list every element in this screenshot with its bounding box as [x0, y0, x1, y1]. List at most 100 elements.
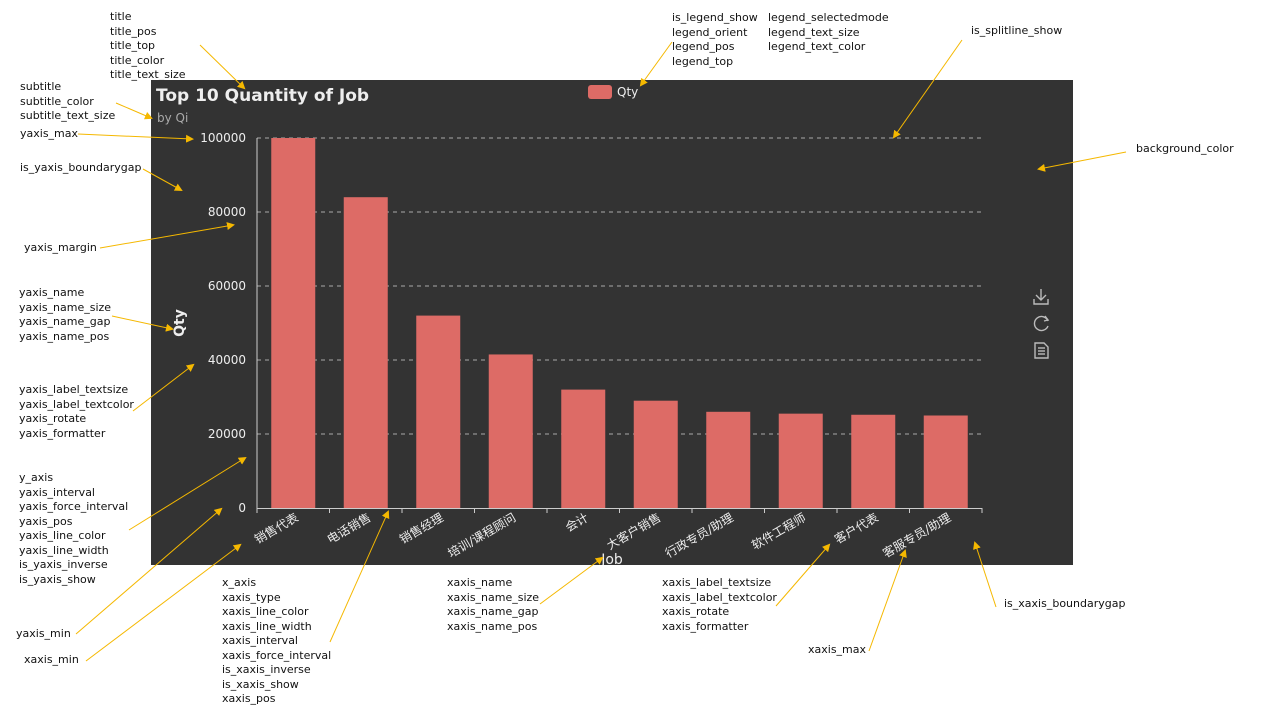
note-line: y_axis: [19, 471, 54, 484]
arrow-xaxis-max: [868, 549, 907, 652]
refresh-icon[interactable]: [1033, 315, 1050, 332]
bar[interactable]: [778, 413, 823, 508]
note-xaxis-max: xaxis_max: [808, 643, 866, 658]
note-line: xaxis_type: [222, 590, 281, 604]
note-line: yaxis_formatter: [19, 426, 106, 440]
note-line: legend_text_size: [768, 25, 860, 39]
note-xaxis-boundarygap: is_xaxis_boundarygap: [1004, 597, 1125, 612]
note-line: yaxis_pos: [19, 514, 73, 528]
note-xaxis-min: xaxis_min: [24, 653, 79, 668]
y-tick-label: 80000: [208, 205, 246, 219]
note-line: xaxis_name_pos: [447, 619, 538, 633]
note-line: xaxis_line_width: [222, 619, 312, 633]
note-line: yaxis_max: [20, 127, 79, 140]
y-tick-label: 100000: [200, 131, 246, 145]
note-line: is_xaxis_boundarygap: [1004, 597, 1126, 610]
bars: [271, 138, 968, 508]
note-yaxis-name: yaxis_name yaxis_name_size yaxis_name_gap y…: [19, 286, 111, 344]
note-line: xaxis_min: [24, 653, 79, 666]
note-splitline: is_splitline_show: [971, 24, 1062, 39]
data-view-icon[interactable]: [1034, 342, 1049, 359]
chart-panel: 0 20000 40000 60000 80000 100000 销售代表 电话销售 销售经理…: [151, 80, 1073, 568]
note-line: xaxis_label_textsize: [662, 576, 772, 589]
note-line: yaxis_margin: [24, 241, 97, 254]
note-line: yaxis_label_textcolor: [19, 397, 134, 411]
note-line: subtitle: [20, 80, 62, 93]
x-tick-label: 软件工程师: [749, 510, 808, 553]
note-line: is_yaxis_show: [19, 572, 96, 586]
note-line: xaxis_formatter: [662, 619, 749, 633]
note-line: xaxis_force_interval: [222, 648, 332, 662]
y-tick-label: 20000: [208, 427, 246, 441]
legend-swatch[interactable]: [588, 85, 612, 99]
note-line: xaxis_line_color: [222, 605, 309, 618]
note-line: yaxis_interval: [19, 485, 95, 499]
chart-title: Top 10 Quantity of Job: [156, 86, 369, 106]
x-tick-label: 客户代表: [832, 510, 881, 547]
note-line: is_splitline_show: [971, 24, 1063, 37]
note-line: yaxis_rotate: [19, 412, 87, 425]
note-line: yaxis_line_width: [19, 543, 109, 557]
note-line: yaxis_name_size: [19, 300, 112, 314]
bar-chart: 0 20000 40000 60000 80000 100000 销售代表 电话销售 销售经理…: [156, 85, 1050, 568]
note-yaxis-min: yaxis_min: [16, 627, 71, 642]
note-x-axis: x_axis xaxis_type xaxis_line_color xaxis_li…: [222, 576, 331, 707]
y-tick-label: 0: [238, 501, 246, 515]
note-line: subtitle_text_size: [20, 109, 116, 122]
note-line: x_axis: [222, 576, 257, 589]
note-line: is_xaxis_inverse: [222, 663, 311, 676]
note-line: is_xaxis_show: [222, 677, 299, 691]
note-background: background_color: [1136, 142, 1234, 157]
note-line: title_top: [110, 39, 156, 52]
legend-label[interactable]: Qty: [617, 85, 638, 99]
bar[interactable]: [416, 315, 461, 508]
note-subtitle: subtitle subtitle_color subtitle_text_size: [20, 80, 115, 124]
note-yaxis-margin: yaxis_margin: [24, 241, 97, 256]
download-icon[interactable]: [1033, 289, 1049, 305]
note-line: xaxis_rotate: [662, 605, 730, 618]
bar[interactable]: [633, 400, 678, 508]
x-tick-label: 客服专员/助理: [880, 510, 953, 561]
note-line: subtitle_color: [20, 94, 94, 108]
x-tick-label: 大客户销售: [604, 510, 663, 553]
x-tick-label: 行政专员/助理: [662, 510, 735, 561]
note-line: title_text_size: [110, 68, 186, 81]
bar[interactable]: [343, 197, 388, 508]
x-axis-name: Job: [600, 552, 623, 565]
note-xaxis-name: xaxis_name xaxis_name_size xaxis_name_gap x…: [447, 576, 539, 634]
note-line: yaxis_name_pos: [19, 329, 110, 343]
x-tick-label: 电话销售: [324, 510, 373, 547]
note-line: yaxis_line_color: [19, 529, 106, 542]
bar[interactable]: [923, 415, 968, 509]
note-line: xaxis_name_gap: [447, 605, 539, 618]
bar[interactable]: [271, 138, 316, 508]
arrow-subtitle: [115, 102, 153, 120]
x-tick-label: 会计: [563, 510, 591, 534]
bar[interactable]: [561, 389, 606, 508]
bar[interactable]: [488, 354, 533, 508]
x-tick-label: 销售经理: [397, 510, 446, 547]
axes: [256, 138, 983, 513]
note-legend-a: is_legend_show legend_orient legend_pos leg…: [672, 11, 758, 69]
note-line: legend_pos: [672, 40, 735, 53]
note-line: yaxis_name: [19, 286, 85, 299]
note-legend-b: legend_selectedmode legend_text_size legen…: [768, 11, 889, 55]
note-line: background_color: [1136, 142, 1234, 155]
note-line: legend_orient: [672, 25, 748, 39]
bar[interactable]: [851, 414, 896, 508]
toolbox: [1033, 289, 1050, 359]
legend[interactable]: Qty: [588, 85, 638, 99]
note-line: xaxis_interval: [222, 634, 298, 647]
note-line: legend_selectedmode: [768, 11, 889, 24]
note-yaxis-label: yaxis_label_textsize yaxis_label_textcolo…: [19, 383, 134, 441]
note-line: yaxis_min: [16, 627, 71, 640]
note-line: is_yaxis_inverse: [19, 558, 108, 571]
note-line: title_color: [110, 53, 165, 67]
x-tick-label: 培训/课程顾问: [445, 510, 518, 561]
note-yaxis-max: yaxis_max: [20, 127, 78, 142]
note-line: legend_text_color: [768, 40, 866, 53]
y-tick-label: 40000: [208, 353, 246, 367]
note-line: title: [110, 10, 132, 23]
bar[interactable]: [706, 411, 751, 508]
note-line: yaxis_force_interval: [19, 500, 129, 513]
